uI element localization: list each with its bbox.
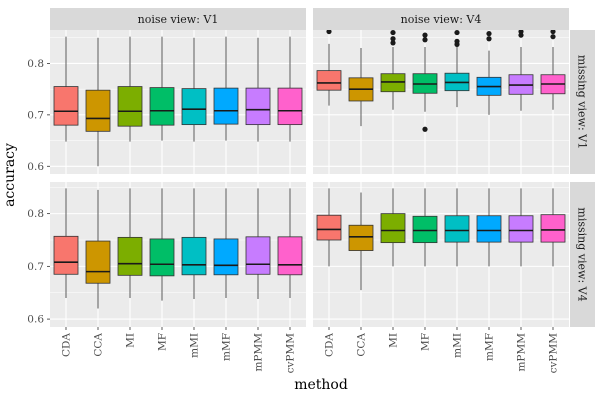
column-strip-background xyxy=(313,8,569,30)
x-tick-label-mmi: mMI xyxy=(452,333,464,358)
column-strip-background xyxy=(50,8,306,30)
outlier-point-cda xyxy=(326,28,332,35)
box-mmi xyxy=(181,88,207,126)
x-tick-label-mf: MF xyxy=(157,333,169,351)
row-strip-label: missing view: V4 xyxy=(576,207,589,301)
row-strip-background xyxy=(570,182,595,327)
panel-background xyxy=(313,182,569,327)
box-cda xyxy=(316,70,342,91)
x-tick-label-cca: CCA xyxy=(93,333,105,357)
y-tick-label: 0.6 xyxy=(27,314,44,326)
column-strip-label: noise view: V4 xyxy=(401,13,482,26)
outlier-point-mf xyxy=(422,32,428,38)
y-axis-title: accuracy xyxy=(2,143,18,207)
box-mmi xyxy=(444,215,470,243)
x-tick-label-mmf: mMF xyxy=(484,333,496,361)
y-tick-label: 0.6 xyxy=(27,161,44,173)
box-mmf xyxy=(213,87,239,125)
outlier-point-mi xyxy=(390,40,396,46)
outlier-point-mpmm xyxy=(518,32,524,38)
row-strip-label: missing view: V1 xyxy=(576,55,589,149)
box-cda xyxy=(316,214,342,241)
box-mi xyxy=(380,213,406,244)
outlier-point-cvpmm xyxy=(550,28,556,35)
box-mmi xyxy=(181,236,207,276)
panel-background xyxy=(313,30,569,174)
outlier-point-mmf xyxy=(486,30,492,37)
y-tick-label: 0.7 xyxy=(27,109,44,121)
axes-layer: 0.6 0.7 0.8 0.6 0.7 0.8 CDA CCA MI MF mMI mMF mPMM cv… xyxy=(27,58,559,373)
x-tick-label-mmf: mMF xyxy=(221,333,233,361)
outlier-point-cvpmm xyxy=(550,34,556,40)
box-mmf xyxy=(213,238,239,276)
x-tick-label-mmi: mMI xyxy=(189,333,201,358)
x-tick-label-mi: MI xyxy=(388,333,400,348)
y-tick-label: 0.8 xyxy=(27,58,44,70)
outlier-point-mmi xyxy=(454,41,460,48)
box-mi xyxy=(117,86,143,127)
box-cca xyxy=(85,89,111,132)
outlier-point-mmi xyxy=(454,29,460,36)
y-tick-label: 0.8 xyxy=(27,208,44,220)
x-axis-title: method xyxy=(294,377,348,393)
box-mi xyxy=(117,236,143,276)
box-cda xyxy=(53,235,79,275)
box-cvpmm xyxy=(277,236,303,276)
x-tick-label-mf: MF xyxy=(420,333,432,351)
outlier-point-mpmm xyxy=(518,28,524,35)
panels-layer xyxy=(50,28,569,327)
outlier-point-mf xyxy=(422,37,428,43)
x-tick-label-mpmm: mPMM xyxy=(253,333,265,372)
box-mpmm xyxy=(245,236,271,275)
outlier-point-mmf xyxy=(486,36,492,42)
x-tick-label-mpmm: mPMM xyxy=(516,333,528,372)
outlier-point-mf xyxy=(422,126,428,132)
x-tick-label-cca: CCA xyxy=(356,333,368,357)
box-cvpmm xyxy=(277,87,303,126)
box-mmf xyxy=(476,215,502,243)
x-tick-label-mi: MI xyxy=(125,333,137,348)
x-tick-label-cvpmm: cvPMM xyxy=(285,333,297,374)
box-mf xyxy=(412,215,438,244)
x-tick-label-cvpmm: cvPMM xyxy=(548,333,560,374)
outlier-point-mi xyxy=(390,36,396,42)
box-mpmm xyxy=(245,87,271,126)
box-mf xyxy=(149,87,175,126)
outlier-point-mi xyxy=(390,29,396,36)
box-mf xyxy=(149,238,175,277)
box-cda xyxy=(53,86,79,126)
x-tick-label-cda: CDA xyxy=(324,333,336,357)
y-tick-label: 0.7 xyxy=(27,261,44,273)
column-strip-label: noise view: V1 xyxy=(138,13,219,26)
box-mpmm xyxy=(508,215,534,243)
strips-layer: noise view: V1 noise view: V4 missing view… xyxy=(50,8,595,327)
row-strip-background xyxy=(570,30,595,174)
box-cca xyxy=(348,224,374,251)
box-cvpmm xyxy=(540,214,566,243)
box-cca xyxy=(85,240,111,284)
x-tick-label-cda: CDA xyxy=(61,333,73,357)
